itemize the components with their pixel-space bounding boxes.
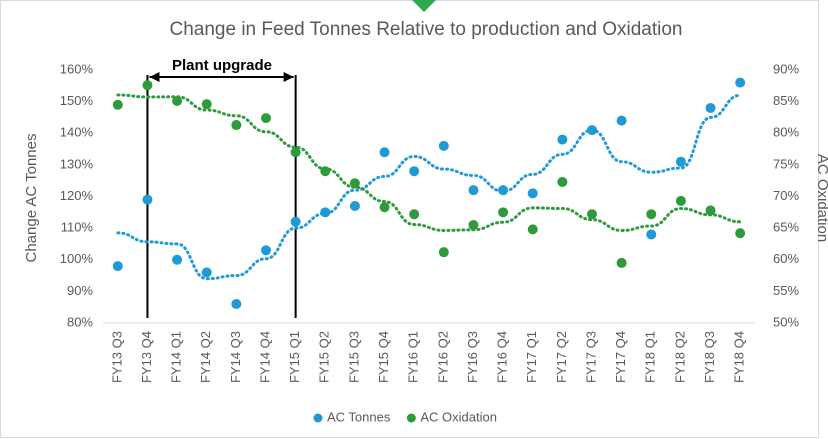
annotation-arrowhead — [283, 72, 294, 82]
chart-title: Change in Feed Tonnes Relative to produc… — [170, 19, 683, 40]
point — [468, 185, 479, 196]
y2-tick-label: 85% — [773, 93, 799, 108]
x-tick-label: FY14 Q3 — [228, 331, 243, 383]
x-tick-label: FY18 Q3 — [702, 331, 717, 383]
point — [409, 166, 420, 177]
y-tick-label: 140% — [60, 125, 94, 140]
point — [201, 99, 212, 110]
point — [675, 195, 686, 206]
point — [409, 209, 420, 220]
point — [379, 147, 390, 158]
point — [379, 202, 390, 213]
point — [527, 224, 538, 235]
point — [587, 125, 597, 136]
point — [349, 178, 360, 189]
point — [142, 194, 153, 205]
y2-tick-label: 75% — [773, 156, 799, 171]
annotation: Plant upgrade — [172, 57, 272, 74]
point — [527, 188, 538, 199]
point — [438, 140, 449, 151]
point — [646, 209, 657, 220]
y-tick-label: 90% — [67, 283, 93, 298]
x-tick-label: FY16 Q3 — [465, 331, 480, 383]
point — [498, 185, 509, 196]
point — [261, 113, 271, 124]
y-tick-label: 80% — [67, 314, 93, 329]
annotation-arrowhead — [149, 72, 160, 82]
x-tick-label: FY14 Q1 — [169, 331, 184, 383]
point — [290, 216, 301, 227]
y-tick-label: 130% — [60, 156, 94, 171]
point — [112, 99, 123, 110]
point — [231, 120, 242, 131]
point — [557, 134, 568, 145]
point — [646, 229, 657, 240]
x-tick-label: FY13 Q4 — [139, 331, 154, 383]
x-tick-label: FY14 Q4 — [257, 331, 272, 383]
y2-tick-label: 65% — [773, 220, 799, 235]
point — [735, 228, 746, 239]
point — [172, 95, 183, 106]
point — [557, 176, 568, 187]
x-tick-label: FY17 Q3 — [583, 331, 598, 383]
trendline — [116, 93, 742, 281]
point — [261, 245, 271, 256]
point — [468, 219, 479, 230]
trendline — [116, 93, 742, 232]
legend-marker — [313, 413, 323, 423]
x-tick-label: FY16 Q1 — [406, 331, 421, 383]
x-tick-label: FY15 Q2 — [317, 331, 332, 383]
point — [705, 102, 716, 113]
point — [320, 207, 331, 218]
y2-tick-label: 80% — [773, 125, 799, 140]
y2-tick-label: 55% — [773, 283, 799, 298]
x-tick-label: FY18 Q1 — [643, 331, 658, 383]
point — [616, 257, 627, 268]
x-tick-label: FY18 Q4 — [732, 331, 747, 383]
x-tick-label: FY13 Q3 — [109, 331, 124, 383]
x-tick-label: FY17 Q4 — [613, 331, 628, 383]
y2-tick-label: 90% — [773, 61, 799, 76]
y-tick-label: 160% — [60, 61, 94, 76]
legend-label: AC Oxidation — [420, 409, 497, 424]
y-axis-title: Change AC Tonnes — [23, 134, 40, 263]
point — [587, 209, 597, 220]
point — [675, 156, 686, 167]
x-tick-label: FY17 Q1 — [524, 331, 539, 383]
x-tick-label: FY15 Q4 — [376, 331, 391, 383]
y-tick-label: 150% — [60, 93, 94, 108]
point — [349, 200, 360, 211]
point — [290, 147, 301, 158]
x-tick-label: FY15 Q1 — [287, 331, 302, 383]
point — [201, 267, 212, 278]
x-tick-label: FY17 Q2 — [554, 331, 569, 383]
y2-tick-label: 60% — [773, 251, 799, 266]
point — [320, 166, 331, 177]
point — [231, 299, 242, 310]
point — [498, 207, 509, 218]
x-tick-label: FY15 Q3 — [346, 331, 361, 383]
point — [735, 77, 746, 88]
y-tick-label: 110% — [61, 220, 94, 235]
point — [616, 115, 627, 126]
y-tick-label: 100% — [60, 251, 94, 266]
legend-label: AC Tonnes — [327, 409, 391, 424]
legend-marker — [406, 413, 416, 423]
x-tick-label: FY16 Q4 — [495, 331, 510, 383]
decoration — [412, 0, 436, 12]
y2-tick-label: 50% — [773, 314, 799, 329]
y2-axis-title: AC Oxidation — [814, 154, 828, 242]
y2-tick-label: 70% — [773, 188, 799, 203]
point — [438, 247, 449, 258]
point — [112, 261, 123, 272]
x-tick-label: FY14 Q2 — [198, 331, 213, 383]
x-tick-label: FY16 Q2 — [435, 331, 450, 383]
y-tick-label: 120% — [60, 188, 94, 203]
x-tick-label: FY18 Q2 — [672, 331, 687, 383]
point — [705, 205, 716, 216]
point — [142, 80, 153, 91]
point — [172, 254, 183, 265]
